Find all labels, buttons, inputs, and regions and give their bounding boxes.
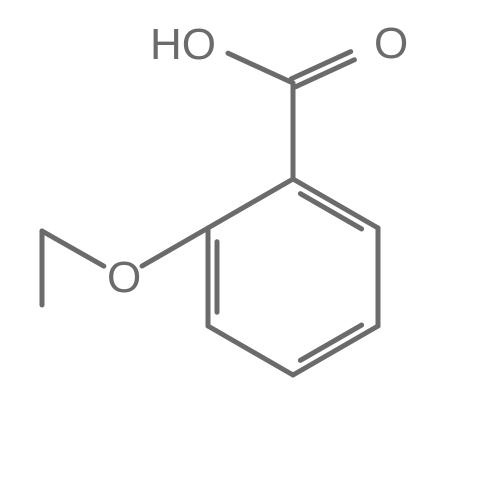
molecule-diagram: O HO O <box>0 0 500 500</box>
bond-double <box>293 326 378 375</box>
atom-label-o_eth: O <box>107 253 141 302</box>
bond-double <box>293 179 378 228</box>
bond-single <box>208 326 293 375</box>
bond-single <box>142 228 208 266</box>
atom-label-o_oh: HO <box>150 20 216 69</box>
bond-single <box>42 231 104 266</box>
bond-single <box>228 53 293 83</box>
atom-label-o_dbl: O <box>374 19 408 68</box>
bond-single <box>208 179 293 228</box>
